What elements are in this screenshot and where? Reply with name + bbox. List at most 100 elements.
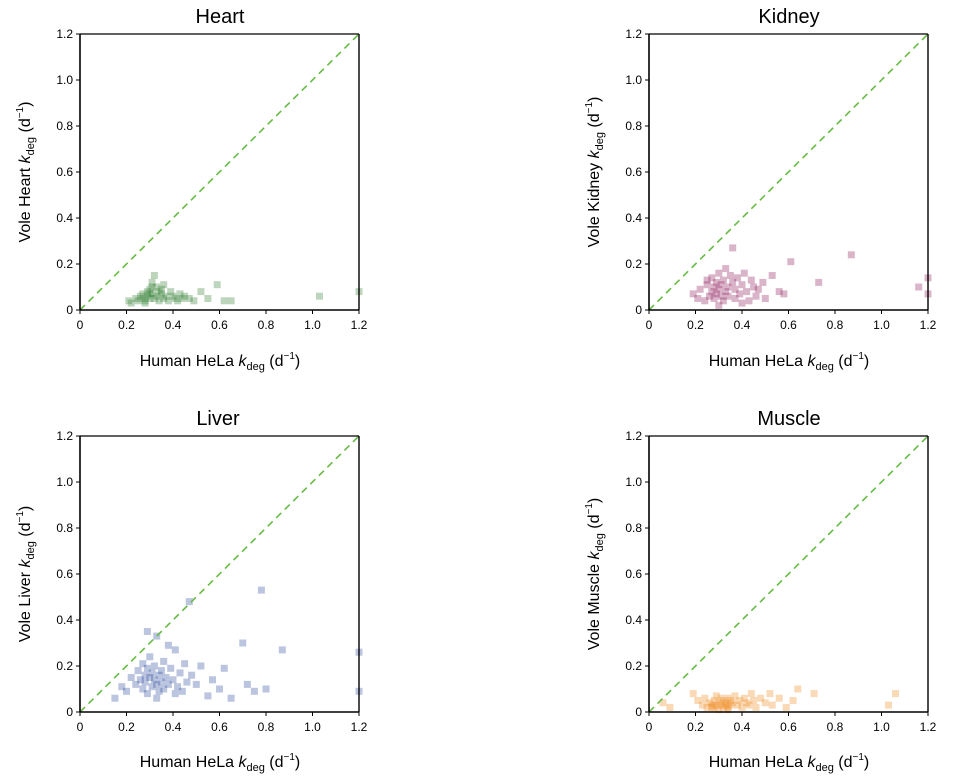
data-point xyxy=(170,676,177,683)
data-point xyxy=(725,293,732,300)
data-point xyxy=(239,640,246,647)
data-point xyxy=(753,293,760,300)
data-point xyxy=(193,681,200,688)
data-point xyxy=(750,697,757,704)
data-point xyxy=(762,699,769,706)
data-point xyxy=(704,277,711,284)
data-point xyxy=(165,642,172,649)
data-point xyxy=(149,669,156,676)
x-tick-label: 0.4 xyxy=(165,720,182,734)
panel-kidney: Kidney 0 0.2 0.4 0.6 0.8 1.0 1.200.20.40.60.81… xyxy=(584,6,937,373)
data-point xyxy=(734,274,741,281)
data-point xyxy=(736,290,743,297)
data-point xyxy=(722,265,729,272)
x-axis-label: Human HeLa kdeg (d−1) xyxy=(709,752,869,774)
panel-title: Muscle xyxy=(757,408,820,430)
data-point xyxy=(228,297,235,304)
x-tick-label: 0.4 xyxy=(165,318,182,332)
x-tick-label: 1.2 xyxy=(920,318,937,332)
panel-heart: Heart 0 0.2 0.4 0.6 0.8 1.0 1.2 0 0.2 0.4 0.6 0.8 1.… xyxy=(15,6,368,373)
y-tick-label: 1.2 xyxy=(56,27,73,41)
data-point xyxy=(142,300,149,307)
plot-area: 0 0.2 0.4 0.6 0.8 1.0 1.200.20.40.60.81.01.2 xyxy=(56,429,367,734)
x-tick-label: 0.8 xyxy=(827,318,844,332)
y-tick-label: 0 xyxy=(66,705,73,719)
y-tick-label: 0.8 xyxy=(56,521,73,535)
data-point xyxy=(729,244,736,251)
data-point xyxy=(160,658,167,665)
x-tick-label: 1.0 xyxy=(304,318,321,332)
x-tick-label: 0.6 xyxy=(211,720,228,734)
y-tick-label: 0 xyxy=(635,303,642,317)
data-points xyxy=(125,272,362,307)
data-point xyxy=(848,251,855,258)
x-axis-label: Human HeLa kdeg (d−1) xyxy=(140,351,300,373)
data-point xyxy=(123,688,130,695)
y-tick-label: 1.0 xyxy=(56,73,73,87)
y-axis-label: Vole Heart kdeg (d−1) xyxy=(15,102,37,243)
data-point xyxy=(279,646,286,653)
y-tick-label: 0.4 xyxy=(625,211,642,225)
y-tick-label: 0.2 xyxy=(625,659,642,673)
y-tick-label: 0.6 xyxy=(56,567,73,581)
x-tick-label: 0.8 xyxy=(258,720,275,734)
x-tick-label: 0.2 xyxy=(687,720,704,734)
data-point xyxy=(790,697,797,704)
data-point xyxy=(151,663,158,670)
data-point xyxy=(885,702,892,709)
reference-line xyxy=(80,34,359,310)
y-tick-label: 0.6 xyxy=(625,165,642,179)
data-point xyxy=(251,688,258,695)
data-point xyxy=(892,690,899,697)
data-point xyxy=(221,297,228,304)
x-tick-label: 1.2 xyxy=(351,720,368,734)
x-tick-label: 0 xyxy=(77,720,84,734)
y-tick-label: 0 xyxy=(66,303,73,317)
y-tick-label: 0.8 xyxy=(56,119,73,133)
data-point xyxy=(727,272,734,279)
data-point xyxy=(720,277,727,284)
x-tick-label: 0.4 xyxy=(734,720,751,734)
data-point xyxy=(221,665,228,672)
data-point xyxy=(783,704,790,711)
data-point xyxy=(769,702,776,709)
data-point xyxy=(111,695,118,702)
data-point xyxy=(815,279,822,286)
data-point xyxy=(160,281,167,288)
y-tick-label: 0.2 xyxy=(56,659,73,673)
data-point xyxy=(172,646,179,653)
x-tick-label: 0.8 xyxy=(827,720,844,734)
y-tick-label: 0 xyxy=(635,705,642,719)
data-point xyxy=(697,286,704,293)
y-axis-label: Vole Kidney kdeg (d−1) xyxy=(584,97,606,248)
plot-area: 0 0.2 0.4 0.6 0.8 1.0 1.200.20.40.60.81.01.2 xyxy=(625,429,936,734)
y-tick-label: 0.4 xyxy=(56,211,73,225)
data-point xyxy=(179,688,186,695)
y-axis-label: Vole Muscle kdeg (d−1) xyxy=(584,498,606,650)
y-tick-label: 0.4 xyxy=(56,613,73,627)
x-tick-label: 1.0 xyxy=(873,720,890,734)
x-tick-label: 1.0 xyxy=(873,318,890,332)
x-axis-label: Human HeLa kdeg (d−1) xyxy=(140,752,300,774)
panel-title: Kidney xyxy=(758,6,819,28)
data-point xyxy=(776,695,783,702)
reference-line xyxy=(649,436,928,712)
data-point xyxy=(694,295,701,302)
y-tick-label: 0.2 xyxy=(56,257,73,271)
y-tick-label: 0.8 xyxy=(625,521,642,535)
x-tick-label: 1.2 xyxy=(351,318,368,332)
data-point xyxy=(197,663,204,670)
data-point xyxy=(228,695,235,702)
data-point xyxy=(708,704,715,711)
data-point xyxy=(715,270,722,277)
data-point xyxy=(172,690,179,697)
data-point xyxy=(915,284,922,291)
data-point xyxy=(190,297,197,304)
y-tick-label: 1.0 xyxy=(625,73,642,87)
data-point xyxy=(258,587,265,594)
panel-muscle: Muscle 0 0.2 0.4 0.6 0.8 1.0 1.200.20.40.60.81… xyxy=(584,408,937,774)
data-point xyxy=(139,290,146,297)
x-tick-label: 0 xyxy=(77,318,84,332)
data-point xyxy=(204,692,211,699)
